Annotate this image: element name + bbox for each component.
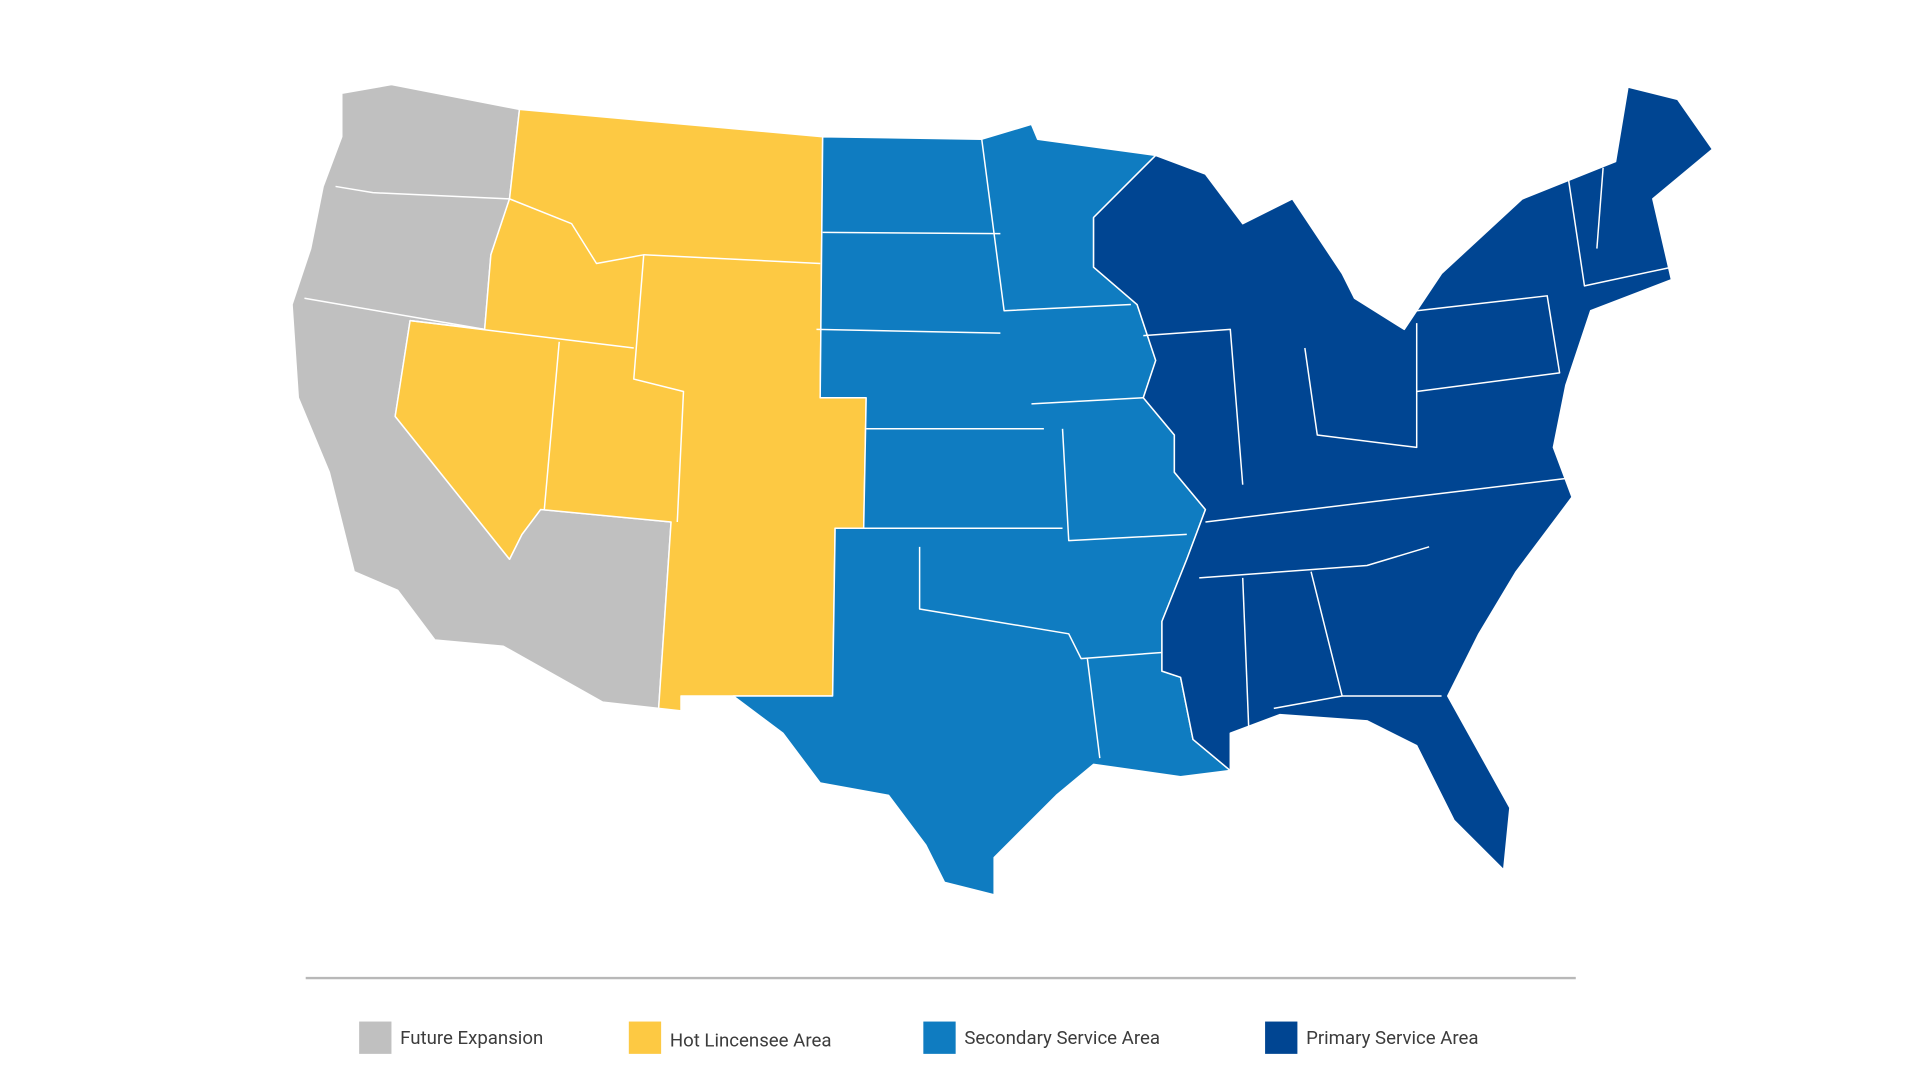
legend-item: Secondary Service Area — [923, 1021, 1160, 1054]
legend-label: Future Expansion — [400, 1027, 543, 1049]
state-border — [1086, 658, 1101, 759]
legend-swatch — [923, 1021, 956, 1054]
state-border — [1596, 167, 1604, 249]
state-border — [822, 231, 1001, 235]
legend-swatch — [359, 1021, 392, 1054]
state-border — [643, 254, 821, 265]
legend-item: Hot Lincensee Area — [628, 1021, 832, 1054]
state-border — [304, 297, 485, 331]
state-border — [1143, 328, 1244, 485]
state-border — [918, 546, 1162, 660]
legend-swatch — [628, 1021, 662, 1054]
state-border — [1205, 477, 1566, 523]
legend-item: Primary Service Area — [1265, 1021, 1479, 1054]
primary-service-region — [1092, 86, 1714, 871]
state-border — [1061, 428, 1187, 542]
legend: Future Expansion Hot Lincensee Area Second… — [359, 1021, 1479, 1054]
legend-swatch — [1265, 1021, 1298, 1054]
state-border — [410, 319, 634, 349]
state-border — [1031, 396, 1144, 405]
state-border — [1565, 161, 1672, 287]
state-border — [816, 328, 1001, 334]
state-border — [543, 341, 560, 510]
legend-label: Hot Lincensee Area — [670, 1029, 832, 1051]
legend-item: Future Expansion — [359, 1021, 543, 1054]
state-borders — [304, 139, 1672, 759]
state-border — [1241, 577, 1250, 734]
state-border — [1304, 323, 1418, 449]
legend-label: Secondary Service Area — [964, 1027, 1160, 1049]
legend-label: Primary Service Area — [1306, 1027, 1478, 1049]
state-border — [1416, 295, 1561, 393]
map-regions — [291, 83, 1714, 896]
state-border — [1199, 546, 1430, 579]
state-border — [335, 185, 510, 200]
state-border — [981, 139, 1131, 312]
